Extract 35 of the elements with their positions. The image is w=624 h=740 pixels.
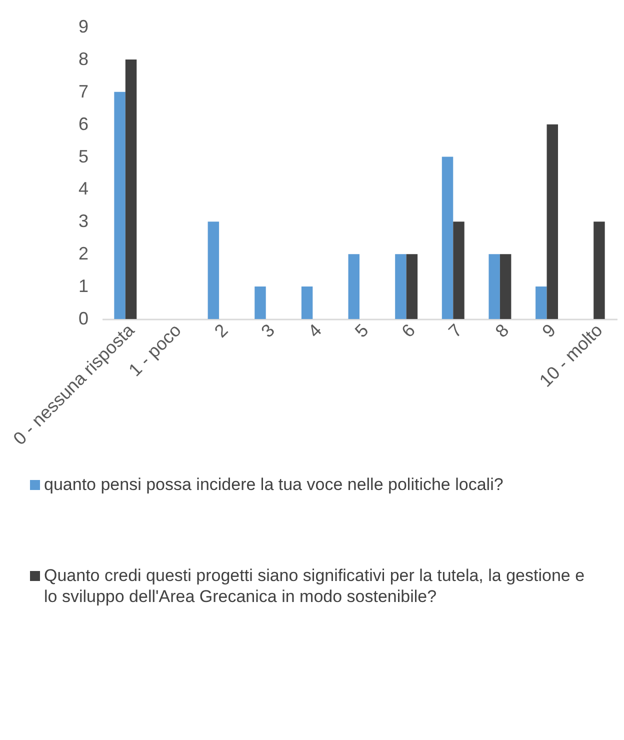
bar bbox=[406, 254, 418, 319]
x-tick-label: 6 bbox=[398, 320, 420, 342]
x-tick-label: 3 bbox=[257, 320, 279, 342]
y-tick-label: 1 bbox=[78, 276, 88, 296]
bar bbox=[536, 286, 547, 319]
bar bbox=[208, 222, 220, 319]
bar bbox=[594, 222, 605, 319]
bar bbox=[301, 286, 313, 319]
x-tick-label: 5 bbox=[351, 320, 372, 342]
x-tick-label: 8 bbox=[491, 320, 513, 342]
bar bbox=[453, 222, 464, 319]
bar bbox=[442, 156, 454, 319]
bar bbox=[546, 124, 558, 319]
y-tick-label: 0 bbox=[78, 308, 88, 328]
y-tick-label: 7 bbox=[78, 81, 88, 102]
y-tick-label: 6 bbox=[78, 114, 88, 134]
x-tick-label: 7 bbox=[444, 320, 466, 342]
x-tick-label: 9 bbox=[538, 320, 560, 342]
x-tick-label: 4 bbox=[304, 320, 326, 342]
bar bbox=[395, 254, 406, 319]
bar bbox=[125, 59, 137, 319]
bar bbox=[348, 254, 360, 319]
y-tick-label: 2 bbox=[78, 244, 88, 264]
bar bbox=[114, 92, 126, 319]
y-tick-label: 3 bbox=[78, 211, 88, 232]
y-tick-label: 5 bbox=[78, 146, 88, 166]
legend-label: quanto pensi possa incidere la tua voce nelle politiche locali? bbox=[44, 474, 504, 495]
y-tick-label: 8 bbox=[78, 48, 88, 69]
y-tick-label: 4 bbox=[78, 178, 88, 199]
y-tick-label: 9 bbox=[78, 16, 88, 36]
x-tick-label: 2 bbox=[210, 320, 232, 342]
bar bbox=[500, 254, 512, 319]
legend-label: Quanto credi questi progetti siano significativi per la tutela, la gestione e lo sviluppo dell'Area Grecanica in modo sostenibile? bbox=[44, 565, 586, 607]
bar bbox=[254, 286, 266, 319]
bar bbox=[488, 254, 500, 319]
